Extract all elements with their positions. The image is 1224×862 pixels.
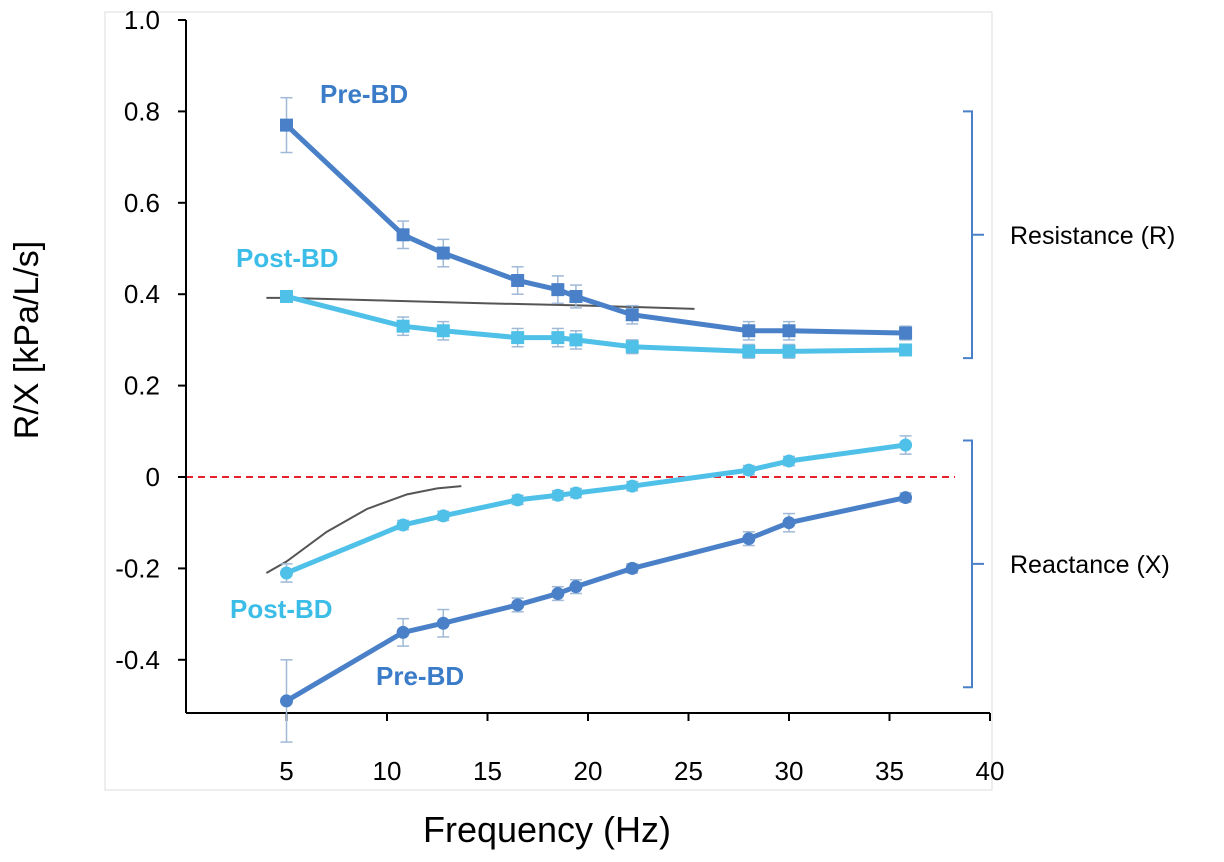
data-point xyxy=(396,319,410,333)
x-tick-label: 40 xyxy=(976,756,1005,786)
data-point xyxy=(569,580,583,594)
data-point xyxy=(742,324,756,338)
x-tick-label: 30 xyxy=(775,756,804,786)
trend-lines xyxy=(265,296,695,574)
x-tick-label: 10 xyxy=(373,756,402,786)
x-tick-label: 35 xyxy=(875,756,904,786)
annotation-pre-bd-resistance: Pre-BD xyxy=(320,79,408,109)
annotation-pre-bd-reactance: Pre-BD xyxy=(376,661,464,691)
series-line xyxy=(284,122,909,336)
data-point xyxy=(436,509,450,523)
y-axis-label: R/X [kPa/L/s] xyxy=(8,241,46,439)
bracket-label: Reactance (X) xyxy=(1010,551,1170,579)
data-point xyxy=(396,228,410,242)
y-tick-label: 0.2 xyxy=(124,371,160,401)
series-line xyxy=(284,442,909,576)
data-point xyxy=(396,625,410,639)
bracket xyxy=(963,439,984,689)
data-point xyxy=(551,331,565,345)
y-tick-label: 0.8 xyxy=(124,96,160,126)
x-axis-label: Frequency (Hz) xyxy=(423,809,671,850)
data-point xyxy=(396,518,410,532)
x-tick-label: 20 xyxy=(574,756,603,786)
y-tick-label: -0.4 xyxy=(115,645,160,675)
data-point xyxy=(899,343,913,357)
data-point xyxy=(551,488,565,502)
data-point xyxy=(742,463,756,477)
data-point xyxy=(625,479,639,493)
x-tick-label: 15 xyxy=(473,756,502,786)
data-point xyxy=(899,491,913,505)
data-point xyxy=(742,532,756,546)
data-point xyxy=(511,493,525,507)
data-point xyxy=(280,118,293,132)
bracket-layer: Resistance (R) Reactance (X) xyxy=(963,110,1175,689)
x-tick-label: 5 xyxy=(279,756,293,786)
data-point xyxy=(436,246,450,260)
data-point xyxy=(782,454,796,468)
series-resistance-post-bd xyxy=(280,289,913,359)
annotation-post-bd-resistance: Post-BD xyxy=(236,243,339,273)
y-axis-ticks: 1.0 0.8 0.6 0.4 0.2 0 -0.2 -0.4 xyxy=(115,5,186,675)
data-point xyxy=(551,283,565,297)
series-layer xyxy=(280,96,913,743)
data-point xyxy=(280,566,293,580)
data-point xyxy=(625,340,639,354)
series-line xyxy=(284,495,909,704)
data-point xyxy=(511,331,525,345)
data-point xyxy=(511,273,525,287)
series-resistance-pre-bd xyxy=(280,96,913,341)
data-point xyxy=(742,344,756,358)
data-point xyxy=(569,289,583,303)
y-tick-label: 0.6 xyxy=(124,188,160,218)
data-point xyxy=(280,289,293,303)
data-point xyxy=(782,324,796,338)
data-point xyxy=(569,333,583,347)
data-point xyxy=(551,587,565,601)
data-point xyxy=(782,516,796,530)
y-tick-label: 0.4 xyxy=(124,279,160,309)
data-point xyxy=(782,344,796,358)
data-point xyxy=(569,486,583,500)
y-tick-label: 0 xyxy=(146,462,160,492)
y-tick-label: 1.0 xyxy=(124,5,160,35)
data-point xyxy=(280,694,293,708)
y-tick-label: -0.2 xyxy=(115,553,160,583)
x-tick-label: 25 xyxy=(674,756,703,786)
bracket xyxy=(963,110,984,360)
trend-line xyxy=(265,485,462,574)
series-line xyxy=(284,293,909,354)
data-point xyxy=(625,561,639,575)
data-point xyxy=(511,598,525,612)
data-point xyxy=(899,326,913,340)
series-reactance-post-bd xyxy=(280,435,913,583)
annotation-post-bd-reactance: Post-BD xyxy=(230,594,333,624)
series-reactance-pre-bd xyxy=(280,491,913,743)
data-point xyxy=(436,616,450,630)
bracket-label: Resistance (R) xyxy=(1010,222,1175,250)
data-point xyxy=(899,438,913,452)
x-axis-ticks: 5 10 15 20 25 30 35 40 xyxy=(279,713,1004,786)
plot-frame xyxy=(104,11,993,791)
data-point xyxy=(436,324,450,338)
data-point xyxy=(625,308,639,322)
